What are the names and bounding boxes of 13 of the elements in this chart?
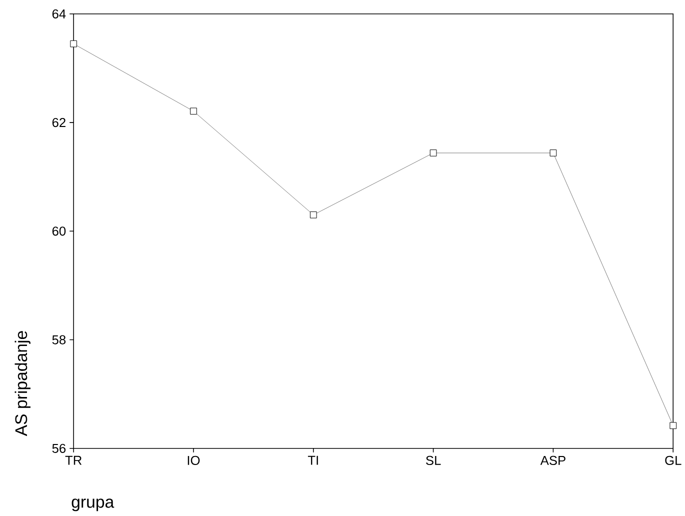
- y-tick-label: 56: [52, 444, 66, 453]
- y-tick-label: 58: [52, 335, 66, 344]
- x-tick-label: SL: [426, 456, 441, 465]
- x-tick-label: GL: [665, 456, 682, 465]
- x-tick-label: IO: [188, 456, 200, 465]
- x-tick-label: ASP: [540, 456, 566, 465]
- x-axis-title: grupa: [72, 498, 114, 512]
- x-tick-label: TI: [308, 456, 318, 465]
- y-tick-label: 64: [52, 9, 66, 18]
- y-tick-label: 62: [52, 118, 66, 128]
- x-tick-label: TR: [65, 456, 82, 465]
- y-axis-title: AS pripadanje: [14, 331, 30, 436]
- y-tick-label: 60: [52, 226, 66, 236]
